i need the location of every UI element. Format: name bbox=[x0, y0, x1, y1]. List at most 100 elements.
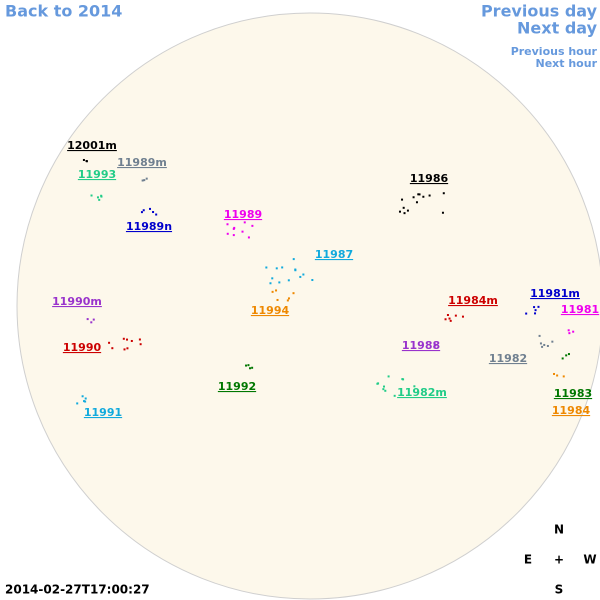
sunspot bbox=[145, 177, 148, 180]
sunspot bbox=[534, 312, 537, 315]
sunspot bbox=[276, 298, 279, 301]
sunspot bbox=[123, 348, 126, 351]
compass-east: E bbox=[524, 553, 532, 567]
sunspot bbox=[271, 290, 274, 293]
region-label: 11981 bbox=[561, 303, 599, 316]
sunspot bbox=[251, 224, 254, 227]
sunspot bbox=[565, 354, 568, 357]
sunspot bbox=[126, 338, 129, 341]
sunspot bbox=[441, 211, 444, 214]
sunspot bbox=[111, 347, 114, 350]
sunspot bbox=[311, 279, 314, 282]
sunspot bbox=[100, 195, 103, 198]
region-label: 11992 bbox=[218, 380, 256, 393]
sunspot bbox=[525, 312, 528, 315]
sunspot bbox=[561, 357, 564, 360]
sunspot bbox=[448, 317, 451, 320]
sunspot bbox=[461, 315, 464, 318]
next-hour-link[interactable]: Next hour bbox=[536, 57, 598, 70]
sunspot bbox=[398, 210, 401, 213]
sunspot bbox=[152, 211, 155, 214]
sunspot bbox=[541, 345, 544, 348]
sunspot bbox=[442, 192, 445, 195]
previous-day-link[interactable]: Previous day bbox=[481, 2, 598, 21]
sunspot bbox=[449, 319, 452, 322]
sunspot bbox=[143, 179, 146, 182]
sunspot bbox=[417, 193, 420, 196]
sunspot bbox=[90, 321, 93, 324]
sunspot bbox=[428, 194, 431, 197]
sunspot bbox=[382, 388, 385, 391]
sunspot bbox=[415, 201, 418, 204]
sunspot bbox=[247, 364, 250, 367]
sunspot bbox=[376, 382, 379, 385]
sunspot bbox=[402, 378, 405, 381]
back-link[interactable]: Back to 2014 bbox=[5, 2, 122, 21]
region-label: 11984 bbox=[552, 404, 591, 417]
sunspot bbox=[534, 309, 537, 312]
region-label: 11988 bbox=[402, 339, 440, 352]
region-label: 11994 bbox=[251, 304, 290, 317]
sunspot bbox=[275, 289, 278, 292]
sunspot bbox=[413, 385, 416, 388]
sunspot bbox=[444, 318, 447, 321]
region-label: 11993 bbox=[78, 168, 116, 181]
sunspot bbox=[454, 314, 457, 317]
region-label: 11989 bbox=[224, 208, 262, 221]
sunspot bbox=[82, 158, 85, 161]
sunspot bbox=[278, 281, 281, 284]
sunspot bbox=[130, 339, 133, 342]
previous-hour-link[interactable]: Previous hour bbox=[511, 45, 598, 58]
sunspot bbox=[247, 236, 250, 239]
sunspot bbox=[86, 318, 89, 321]
sunspot bbox=[292, 258, 295, 261]
compass-north: N bbox=[554, 523, 564, 537]
sunspot bbox=[384, 389, 387, 392]
sunspot bbox=[287, 297, 290, 300]
sunspot bbox=[251, 366, 254, 369]
sunspot bbox=[302, 273, 305, 276]
sunspot bbox=[402, 206, 405, 209]
sunspot bbox=[138, 338, 141, 341]
sunspot bbox=[546, 344, 549, 347]
region-label: 11990 bbox=[63, 341, 102, 354]
sunspot bbox=[122, 337, 125, 340]
sunspot bbox=[539, 342, 542, 345]
compass-west: W bbox=[583, 553, 596, 567]
sunspot bbox=[553, 372, 556, 375]
sunspot bbox=[556, 374, 559, 377]
next-day-link[interactable]: Next day bbox=[517, 19, 598, 38]
sunspot bbox=[543, 343, 546, 346]
sunspot bbox=[412, 196, 415, 199]
sunspot bbox=[149, 207, 152, 210]
sunspot bbox=[567, 353, 570, 356]
sunspot bbox=[232, 234, 235, 237]
sunspot bbox=[90, 194, 93, 197]
region-label: 11981m bbox=[530, 287, 580, 300]
sunspot bbox=[108, 341, 111, 344]
sunspot bbox=[84, 397, 87, 400]
sunspot bbox=[233, 226, 236, 229]
region-label: 11991 bbox=[84, 406, 122, 419]
sunspot bbox=[232, 227, 235, 230]
sunspot bbox=[243, 221, 246, 224]
sunspot bbox=[265, 266, 268, 269]
sunspot bbox=[271, 277, 274, 280]
sunspot bbox=[294, 269, 297, 272]
region-label: 11987 bbox=[315, 248, 353, 261]
sunspot bbox=[286, 299, 289, 302]
sunspot bbox=[81, 395, 84, 398]
sunspot bbox=[383, 385, 386, 388]
sunspot bbox=[155, 213, 158, 216]
sunspot bbox=[245, 364, 248, 367]
region-label: 11990m bbox=[52, 295, 102, 308]
timestamp: 2014-02-27T17:00:27 bbox=[5, 583, 150, 597]
sunspot bbox=[76, 402, 79, 405]
sunspot bbox=[142, 209, 145, 212]
sunspot bbox=[422, 195, 425, 198]
sunspot bbox=[299, 275, 302, 278]
sunspot bbox=[562, 375, 565, 378]
region-label: 11984m bbox=[448, 294, 498, 307]
compass-south: S bbox=[555, 583, 564, 597]
region-label: 11986 bbox=[410, 172, 449, 185]
